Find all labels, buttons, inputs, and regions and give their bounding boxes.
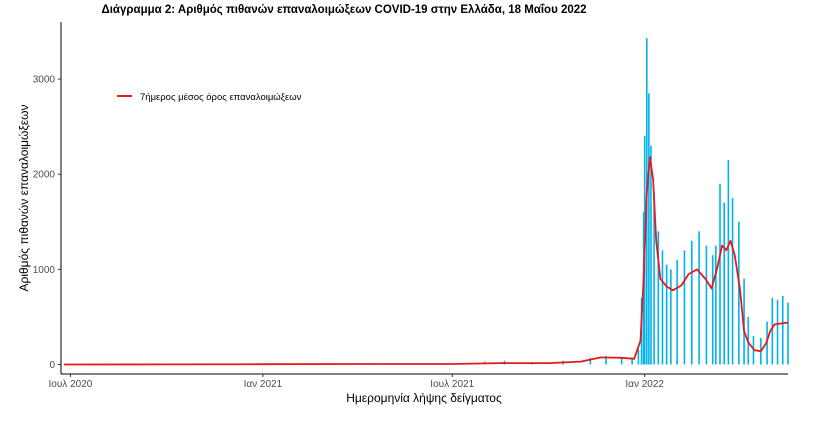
bar [605,355,607,365]
y-tick-label: 0 [49,360,55,371]
y-axis-title: Αριθμός πιθανών επαναλοιμώξεων [17,104,31,291]
y-tick-label: 1000 [33,265,56,276]
moving-average-layer [64,156,789,366]
bar [705,245,708,365]
bar [711,255,714,365]
bar [781,295,784,365]
bars-layer [63,38,789,365]
bar [653,193,655,365]
bar [665,264,668,365]
bar [650,145,652,365]
x-tick-label: Ιαν 2022 [625,379,664,390]
bar [648,93,650,365]
series-line-moving-average [64,156,789,366]
y-tick-label: 3000 [33,75,56,86]
bar [670,269,672,365]
bar [620,357,623,365]
bar [657,231,660,365]
y-axis-ticks: 0 1000 2000 3000 [33,75,61,371]
x-tick-label: Ιουλ 2020 [48,379,92,390]
bar [738,221,740,365]
bar [637,349,640,365]
y-tick-label: 2000 [33,170,56,181]
bar [723,202,725,365]
chart-title: Διάγραμμα 2: Αριθμός πιθανών επαναλοιμώξ… [101,4,586,16]
x-axis-title: Ημερομηνία λήψης δείγματος [346,391,502,405]
bar [776,299,779,365]
bar [731,198,734,365]
bar [698,231,700,365]
bar [715,245,717,365]
x-axis-ticks: Ιουλ 2020 Ιαν 2021 Ιουλ 2021 Ιαν 2022 [48,374,664,390]
bar [683,250,686,365]
bar [676,259,678,365]
bar [787,302,789,365]
bar [631,357,633,365]
bar [661,250,664,365]
x-tick-label: Ιουλ 2021 [430,379,474,390]
bar [589,357,592,365]
bar [719,183,721,365]
legend: 7ήμερος μέσος όρος επαναλοιμώξεων [117,92,302,103]
bar [771,297,774,365]
x-tick-label: Ιαν 2021 [244,379,283,390]
bar [690,240,693,365]
bar [727,159,730,365]
legend-label: 7ήμερος μέσος όρος επαναλοιμώξεων [140,92,302,103]
